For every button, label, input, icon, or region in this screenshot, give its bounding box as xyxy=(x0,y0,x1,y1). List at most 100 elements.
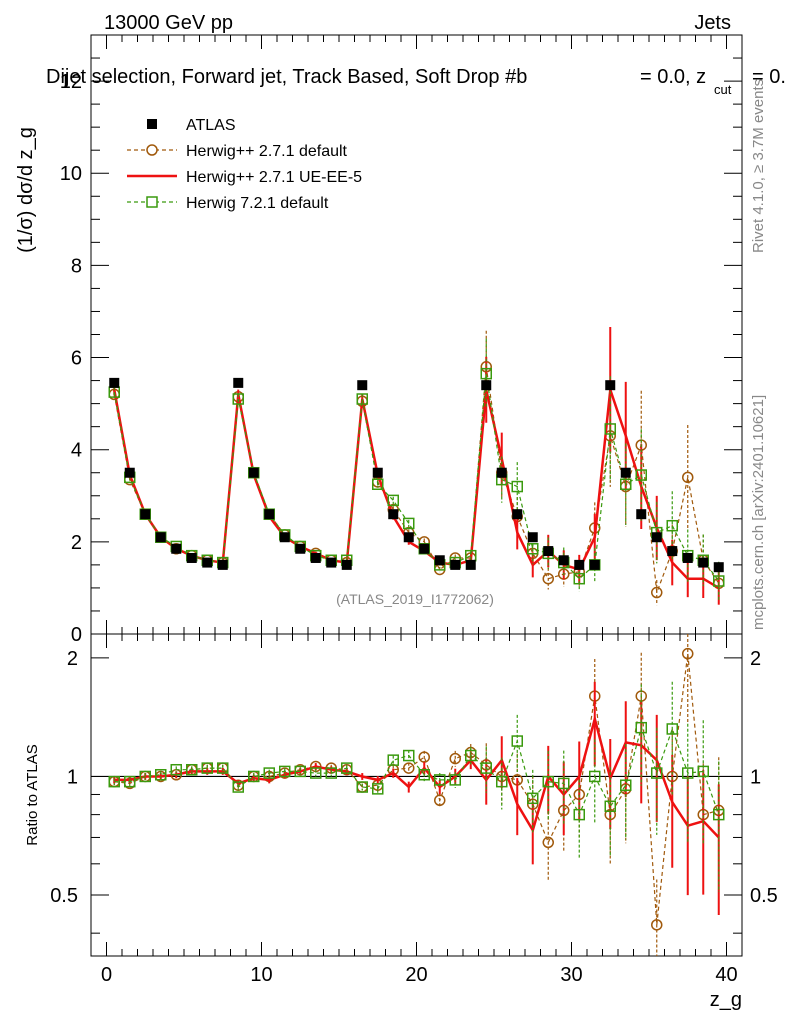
y-tick-label-ratio: 2 xyxy=(67,648,78,670)
category-label: Jets xyxy=(694,12,731,34)
main-point-atlas xyxy=(574,559,585,570)
main-point-atlas xyxy=(558,555,569,566)
y-tick-label-ratio-right: 0.5 xyxy=(750,885,778,907)
legend-item: Herwig++ 2.7.1 UE-EE-5 xyxy=(127,169,362,186)
main-point-square xyxy=(713,575,725,587)
x-tick-label: 30 xyxy=(560,964,582,986)
x-tick-label: 0 xyxy=(101,964,112,986)
legend-label: Herwig 7.2.1 default xyxy=(186,195,329,212)
ratio-point-square xyxy=(294,765,306,778)
y-tick-label-ratio: 1 xyxy=(67,766,78,788)
main-point-atlas xyxy=(233,377,244,388)
main-point-atlas xyxy=(171,543,182,554)
plot-title-tail: = 0. xyxy=(752,66,786,88)
ratio-point-square xyxy=(217,762,229,774)
ratio-point-square xyxy=(604,800,616,813)
main-point-circle xyxy=(651,586,663,599)
ratio-point-circle xyxy=(542,836,554,849)
main-point-atlas xyxy=(713,562,724,573)
x-axis-label: z_g xyxy=(710,989,742,1011)
ratio-point-square xyxy=(697,765,709,778)
ratio-point-square xyxy=(232,781,244,793)
legend-marker-atlas xyxy=(147,119,157,129)
main-point-atlas xyxy=(434,555,445,566)
ratio-point-square xyxy=(170,763,182,776)
y-tick-label-main: 0 xyxy=(71,624,82,646)
main-point-atlas xyxy=(667,546,678,557)
main-point-atlas xyxy=(651,532,662,543)
main-series-atlas xyxy=(109,377,724,573)
ratio-point-circle xyxy=(651,919,663,931)
ratio-point-circle xyxy=(403,762,415,774)
ratio-series-herwig-7-2-1-default xyxy=(108,681,725,893)
main-point-atlas xyxy=(186,552,197,563)
y-tick-label-main: 12 xyxy=(60,71,82,93)
legend-marker-circle xyxy=(146,144,158,156)
y-axis-label-main: (1/σ) dσ/d z_g xyxy=(15,127,37,253)
main-point-atlas xyxy=(465,559,476,570)
ratio-point-square xyxy=(434,774,446,786)
legend-item: Herwig 7.2.1 default xyxy=(127,195,329,212)
main-point-atlas xyxy=(155,532,166,543)
main-point-atlas xyxy=(326,557,337,568)
main-point-atlas xyxy=(512,509,523,520)
main-point-atlas xyxy=(217,559,228,570)
main-point-circle xyxy=(542,572,554,585)
legend-item: Herwig++ 2.7.1 default xyxy=(127,143,348,160)
x-tick-label: 10 xyxy=(250,964,272,986)
ratio-point-square xyxy=(139,770,151,783)
ratio-layer xyxy=(108,634,725,956)
main-point-square xyxy=(635,469,647,481)
legend: ATLAS Herwig++ 2.7.1 default Herwig++ 2.7.… xyxy=(127,117,362,212)
ratio-point-square xyxy=(108,775,120,788)
main-point-atlas xyxy=(295,543,306,554)
ratio-series-herwig-2-7-1-ue-ee-5 xyxy=(113,681,720,915)
legend-item: ATLAS xyxy=(147,117,236,134)
ratio-point-square xyxy=(620,779,632,791)
ratio-point-square xyxy=(124,775,136,788)
legend-marker-square xyxy=(146,196,158,208)
x-tick-label: 20 xyxy=(405,964,427,986)
main-point-atlas xyxy=(589,559,600,570)
main-point-atlas xyxy=(496,467,507,478)
main-series-herwig-2-7-1-default xyxy=(108,330,725,606)
ratio-point-square xyxy=(155,768,167,781)
main-point-square xyxy=(480,367,492,380)
ratio-point-square xyxy=(403,749,415,762)
main-point-atlas xyxy=(341,559,352,570)
ratio-point-square xyxy=(279,765,291,778)
ratio-point-square xyxy=(589,770,601,783)
ratio-point-square xyxy=(263,767,275,779)
legend-label: Herwig++ 2.7.1 UE-EE-5 xyxy=(186,169,362,186)
ratio-point-square xyxy=(418,768,430,781)
y-tick-label-main: 6 xyxy=(71,348,82,370)
main-point-square xyxy=(666,519,678,532)
ratio-point-square xyxy=(248,770,260,783)
main-point-atlas xyxy=(682,552,693,563)
main-point-atlas xyxy=(450,559,461,570)
main-point-atlas xyxy=(310,552,321,563)
y-tick-label-ratio-right: 1 xyxy=(750,766,761,788)
ratio-point-square xyxy=(558,777,570,790)
main-point-atlas xyxy=(527,532,538,543)
main-line xyxy=(113,373,720,582)
plot-title-suffix: = 0.0, z xyxy=(640,66,706,88)
y-axis-label-ratio: Ratio to ATLAS xyxy=(24,744,41,845)
ratio-point-square xyxy=(372,783,384,795)
ratio-point-square xyxy=(325,767,337,779)
ratio-point-square xyxy=(713,808,725,821)
series-layer xyxy=(108,326,725,606)
ratio-axes: 0 10 20 30 40 0.5 0.5 1 1 2 2 xyxy=(50,634,778,986)
ratio-point-square xyxy=(449,774,461,786)
ratio-line xyxy=(114,714,720,839)
main-point-atlas xyxy=(636,509,647,520)
main-point-atlas xyxy=(279,532,290,543)
ratio-point-circle xyxy=(449,752,461,765)
mcplots-credit-label: mcplots.cern.ch [arXiv:2401.10621] xyxy=(750,395,767,630)
ratio-line xyxy=(114,653,719,925)
y-tick-label-ratio: 0.5 xyxy=(50,885,78,907)
legend-label: Herwig++ 2.7.1 default xyxy=(186,143,348,160)
main-point-atlas xyxy=(124,467,135,478)
ratio-point-square xyxy=(201,762,213,774)
